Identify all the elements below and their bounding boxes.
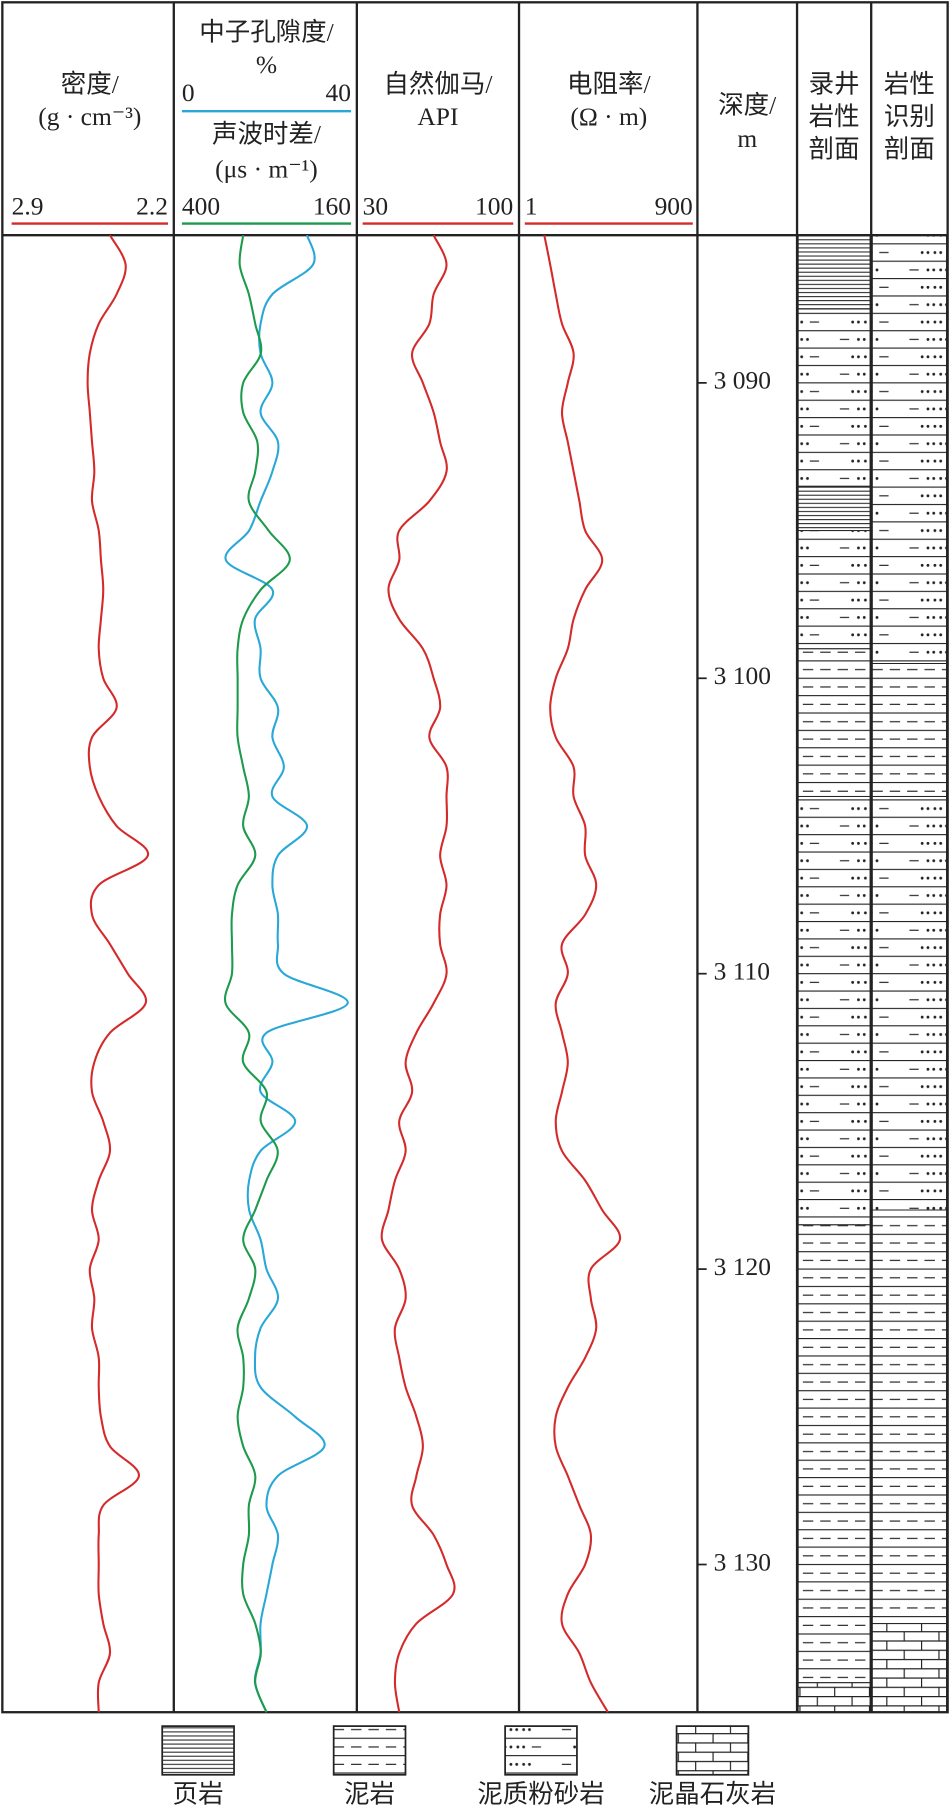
legend-swatch [675,1725,750,1776]
lithology-interval [797,1224,871,1684]
scale-label: 100 [475,191,513,220]
depth-label: 3 120 [714,1252,771,1281]
lithology-title: 岩性 [809,102,860,131]
log-curve [86,234,149,1713]
depth-label: 3 130 [714,1547,771,1576]
track-title: 电阻率/ [567,70,651,99]
legend-label: 泥岩 [344,1780,395,1809]
lithology-title: 识别 [884,102,935,131]
legend-label: 页岩 [173,1780,224,1809]
scale-label: 30 [363,191,388,220]
lithology-interval [797,308,871,487]
lithology-title: 录井 [809,70,860,99]
scale-label: 2.2 [136,191,168,220]
track-unit: API [417,102,458,131]
track-unit: (Ω · m) [570,102,647,131]
lithology-title: 剖面 [884,135,935,164]
lithology-interval [797,530,871,650]
legend-label: 泥晶石灰岩 [649,1780,776,1809]
legend-swatch [504,1725,578,1776]
depth-label: 3 110 [714,957,770,986]
log-curve [543,234,621,1713]
lithology-title: 岩性 [884,70,935,99]
legend-swatch [161,1725,235,1776]
scale-label: 160 [313,191,351,220]
scale-label: 400 [182,191,220,220]
log-curve [380,234,456,1713]
scale-label: 2.9 [12,191,44,220]
lithology-title: 剖面 [809,135,860,164]
track-unit: % [256,50,277,79]
track-title: 自然伽马/ [383,70,493,99]
frame [1,1,949,1714]
track-title: 密度/ [61,70,120,99]
lithology-interval [797,648,871,797]
log-curve [224,234,349,1713]
lithology-interval [871,663,947,797]
lithology-interval [797,485,871,532]
lithology-interval [871,234,947,664]
track-unit: (μs · m⁻¹) [215,154,318,183]
lithology-interval [797,234,871,310]
lithology-interval [871,1623,947,1713]
log-curve [223,235,291,1713]
legend-label: 泥质粉砂岩 [477,1780,604,1809]
scale-label: 40 [326,78,351,107]
depth-label: 3 100 [714,661,771,690]
lithology-interval [797,1682,871,1713]
depth-unit: m [737,124,757,153]
legend-swatch [332,1725,407,1776]
scale-label: 0 [182,78,195,107]
track-title: 中子孔隙度/ [199,18,334,47]
track-title: 声波时差/ [212,120,322,149]
lithology-interval [871,795,947,1211]
lithology-interval [797,795,871,1226]
depth-title: 深度/ [718,91,777,120]
scale-label: 1 [525,191,538,220]
depth-label: 3 090 [714,366,771,395]
scale-label: 900 [655,191,693,220]
lithology-interval [871,1209,947,1625]
track-unit: (g · cm⁻³) [38,102,141,131]
